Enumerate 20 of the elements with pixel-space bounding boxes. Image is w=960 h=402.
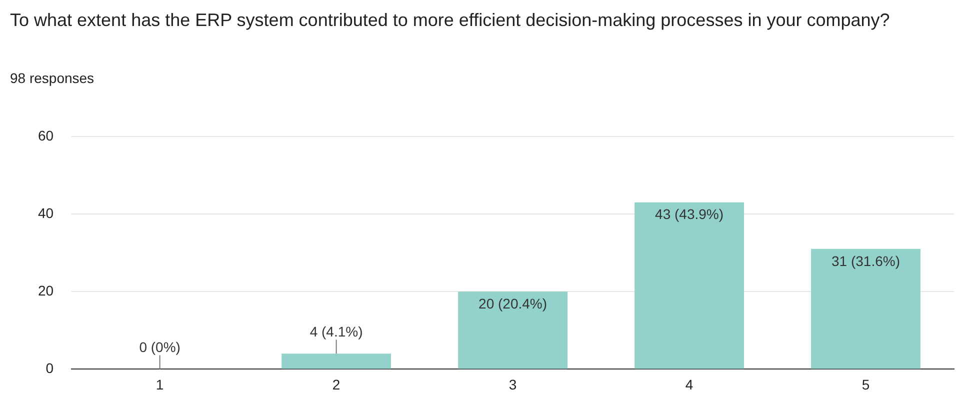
y-tick-label: 20 <box>38 282 54 298</box>
bar <box>634 202 744 369</box>
bar <box>282 354 392 369</box>
chart-subtitle: 98 responses <box>10 70 94 86</box>
bar <box>811 248 920 369</box>
data-label: 20 (20.4%) <box>478 295 548 312</box>
y-tick-label: 40 <box>38 204 54 221</box>
data-label: 4 (4.1%) <box>310 324 363 340</box>
x-tick-label: 3 <box>508 376 517 392</box>
data-label: 43 (43.9%) <box>655 206 724 222</box>
x-tick-label: 2 <box>332 376 340 392</box>
x-tick-label: 4 <box>685 376 694 392</box>
bar <box>458 292 568 369</box>
chart-title: To what extent has the ERP system contributed to more efficient decision-making processes in your company? <box>10 9 891 32</box>
data-label: 0 (0%) <box>139 339 180 356</box>
x-tick-label: 1 <box>156 376 164 392</box>
x-tick-label: 5 <box>862 376 870 392</box>
y-tick-label: 60 <box>38 127 54 144</box>
data-label: 31 (31.6%) <box>832 252 900 269</box>
y-tick-label: 0 <box>46 360 54 376</box>
